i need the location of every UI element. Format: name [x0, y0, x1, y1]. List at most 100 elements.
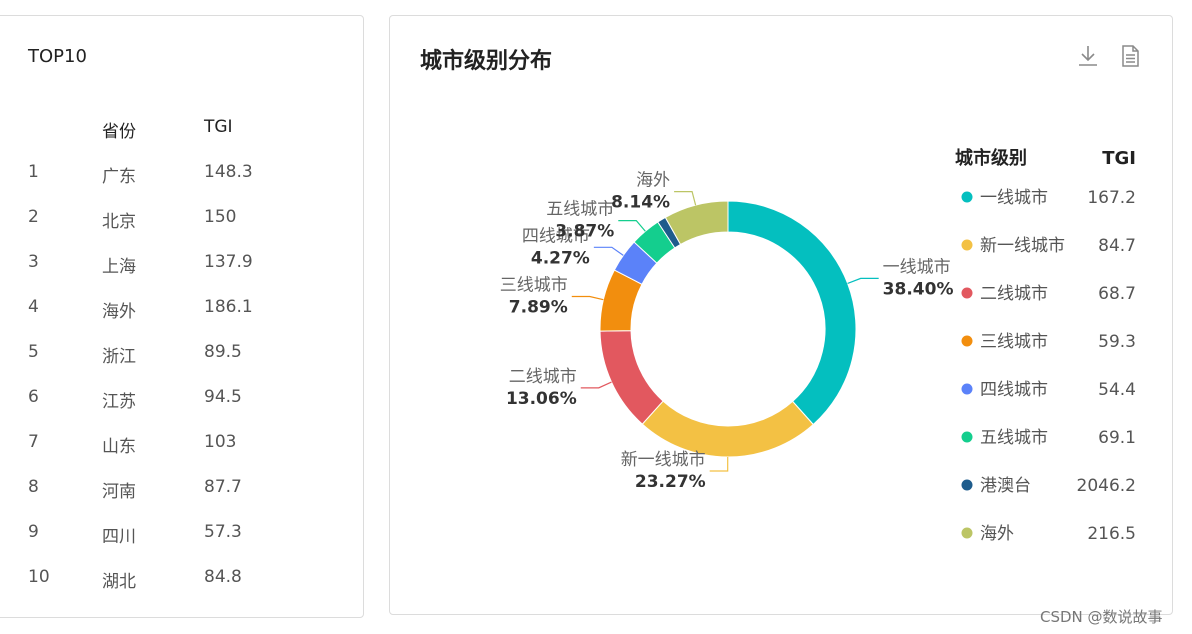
leader-line-2	[580, 381, 612, 389]
rank-cell: 4	[28, 297, 39, 317]
city-level-chart-card: 城市级别分布 一线城市 38.40% 新一线城市 23.27% 二线城市 13.06% 三线…	[389, 15, 1173, 615]
legend-item-tgi: 59.3	[1098, 332, 1136, 352]
table-row: 2 北京 150	[0, 207, 365, 252]
legend-item-tgi: 2046.2	[1077, 476, 1136, 496]
slice-name-label: 四线城市	[522, 226, 590, 246]
slice-percent-label: 4.27%	[531, 248, 590, 268]
legend-marker[interactable]	[961, 527, 973, 539]
document-icon[interactable]	[1117, 43, 1143, 69]
legend-item-tgi: 54.4	[1098, 380, 1136, 400]
slice-name-label: 新一线城市	[621, 450, 706, 470]
slice-percent-label: 3.87%	[555, 222, 614, 242]
table-row: 10 湖北 84.8	[0, 567, 365, 612]
table-row: 1 广东 148.3	[0, 162, 365, 207]
rank-cell: 1	[28, 162, 39, 182]
slice-name-label: 二线城市	[509, 367, 577, 387]
rank-cell: 7	[28, 432, 39, 452]
province-cell: 上海	[102, 257, 136, 277]
legend-marker[interactable]	[961, 431, 973, 443]
leader-line-4	[593, 246, 624, 256]
legend-item-tgi: 167.2	[1087, 188, 1136, 208]
donut-chart: 一线城市38.40%新一线城市23.27%二线城市13.06%三线城市7.89%…	[500, 147, 1136, 544]
legend-item-tgi: 69.1	[1098, 428, 1136, 448]
table-row: 3 上海 137.9	[0, 252, 365, 297]
tgi-cell: 186.1	[204, 297, 253, 317]
tgi-cell: 150	[204, 207, 237, 227]
tgi-cell: 137.9	[204, 252, 253, 272]
province-cell: 浙江	[102, 347, 136, 367]
tgi-cell: 89.5	[204, 342, 242, 362]
leader-line-0	[847, 277, 879, 284]
slice-name-label: 海外	[636, 171, 670, 191]
header-province: 省份	[102, 122, 136, 142]
table-row: 5 浙江 89.5	[0, 342, 365, 387]
table-row: 6 江苏 94.5	[0, 387, 365, 432]
tgi-cell: 87.7	[204, 477, 242, 497]
donut-slice-7[interactable]	[664, 200, 729, 246]
rank-cell: 5	[28, 342, 39, 362]
legend-item-name[interactable]: 港澳台	[980, 476, 1031, 496]
legend-item-name[interactable]: 二线城市	[980, 284, 1048, 304]
rank-cell: 9	[28, 522, 39, 542]
legend-marker[interactable]	[961, 191, 973, 203]
watermark-text: CSDN @数说故事	[1040, 608, 1163, 626]
slice-name-label: 一线城市	[883, 257, 951, 277]
rank-cell: 8	[28, 477, 39, 497]
legend-item-name[interactable]: 新一线城市	[980, 236, 1065, 256]
tgi-cell: 148.3	[204, 162, 253, 182]
legend-item-name[interactable]: 一线城市	[980, 188, 1048, 208]
legend-marker[interactable]	[961, 383, 973, 395]
legend-marker[interactable]	[961, 479, 973, 491]
legend-item-name[interactable]: 海外	[980, 524, 1014, 544]
chart-title: 城市级别分布	[420, 49, 553, 74]
province-cell: 广东	[102, 167, 136, 187]
province-cell: 河南	[102, 482, 136, 502]
table-row: 8 河南 87.7	[0, 477, 365, 522]
table-row: 9 四川 57.3	[0, 522, 365, 567]
download-icon[interactable]	[1075, 43, 1101, 69]
header-tgi: TGI	[204, 117, 233, 137]
province-cell: 江苏	[102, 392, 136, 412]
legend-header-level: 城市级别	[955, 147, 1027, 169]
leader-line-1	[709, 456, 729, 472]
legend-marker[interactable]	[961, 287, 973, 299]
province-cell: 山东	[102, 437, 136, 457]
legend-item-tgi: 68.7	[1098, 284, 1136, 304]
legend-marker[interactable]	[961, 335, 973, 347]
legend-item-name[interactable]: 四线城市	[980, 380, 1048, 400]
table-row: 7 山东 103	[0, 432, 365, 477]
legend-item-name[interactable]: 五线城市	[980, 428, 1048, 448]
legend-marker[interactable]	[961, 239, 973, 251]
tgi-cell: 103	[204, 432, 237, 452]
tgi-cell: 94.5	[204, 387, 242, 407]
province-cell: 北京	[102, 212, 136, 232]
rank-cell: 10	[28, 567, 50, 587]
tgi-cell: 84.8	[204, 567, 242, 587]
slice-name-label: 五线城市	[546, 200, 614, 220]
leader-line-7	[674, 191, 697, 206]
donut-slice-1[interactable]	[641, 400, 814, 458]
slice-percent-label: 7.89%	[509, 298, 568, 318]
top10-title: TOP10	[28, 46, 87, 67]
slice-percent-label: 38.40%	[883, 279, 954, 299]
province-cell: 湖北	[102, 572, 136, 592]
top10-card: TOP10 省份 TGI 1 广东 148.3 2 北京 150 3 上海 137.9 4 海外 18…	[0, 15, 364, 618]
legend-item-name[interactable]: 三线城市	[980, 332, 1048, 352]
province-cell: 海外	[102, 302, 136, 322]
table-row: 4 海外 186.1	[0, 297, 365, 342]
leader-line-5	[618, 219, 646, 232]
donut-slice-2[interactable]	[599, 330, 664, 425]
tgi-cell: 57.3	[204, 522, 242, 542]
rank-cell: 3	[28, 252, 39, 272]
slice-percent-label: 23.27%	[635, 472, 706, 492]
rank-cell: 2	[28, 207, 39, 227]
province-cell: 四川	[102, 527, 136, 547]
slice-percent-label: 8.14%	[611, 193, 670, 213]
legend-header-tgi: TGI	[1102, 148, 1136, 169]
legend-item-tgi: 216.5	[1087, 524, 1136, 544]
slice-percent-label: 13.06%	[506, 389, 577, 409]
slice-name-label: 三线城市	[500, 276, 568, 296]
leader-line-3	[571, 295, 604, 301]
rank-cell: 6	[28, 387, 39, 407]
donut-slice-0[interactable]	[727, 200, 857, 426]
